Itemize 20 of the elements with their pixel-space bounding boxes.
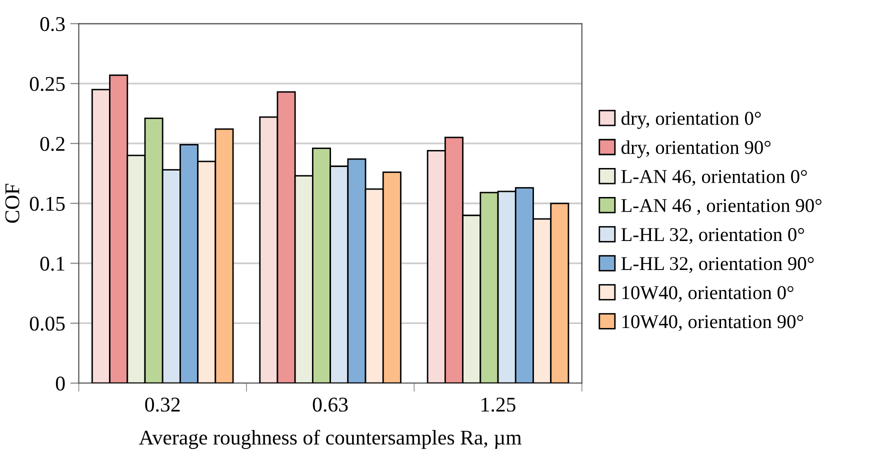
- legend-label: L-HL 32, orientation 0°: [621, 228, 804, 244]
- y-tick-label: 0.05: [30, 316, 65, 331]
- legend-label: dry, orientation 0°: [621, 111, 761, 129]
- y-tick-label: 0.3: [40, 17, 65, 32]
- legend-label: 10W40, orientation 90°: [622, 315, 804, 332]
- y-axis-title: COF: [5, 184, 20, 223]
- legend-label: dry, orientation 90°: [621, 140, 771, 158]
- x-tick-label: 1.25: [482, 398, 516, 412]
- y-tick-label: 0.15: [30, 196, 65, 211]
- x-tick-label: 0.63: [312, 398, 348, 412]
- legend-label: 10W40, orientation 0°: [622, 286, 794, 302]
- legend-label: L-HL 32, orientation 90°: [621, 257, 814, 273]
- x-tick-label: 0.32: [145, 398, 180, 412]
- legend-label: L-AN 46, orientation 0°: [621, 170, 807, 186]
- legend-label: L-AN 46 , orientation 90°: [621, 199, 822, 215]
- y-tick-label: 0.25: [30, 76, 65, 92]
- y-tick-label: 0: [56, 376, 65, 391]
- x-axis-title: Average roughness of countersamples Ra, µm: [138, 430, 522, 449]
- y-tick-label: 0.1: [40, 256, 64, 271]
- y-tick-label: 0.2: [40, 136, 64, 151]
